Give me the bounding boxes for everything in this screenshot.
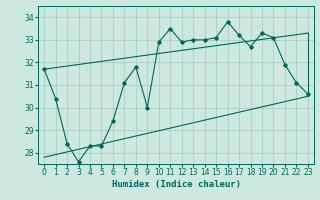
- X-axis label: Humidex (Indice chaleur): Humidex (Indice chaleur): [111, 180, 241, 189]
